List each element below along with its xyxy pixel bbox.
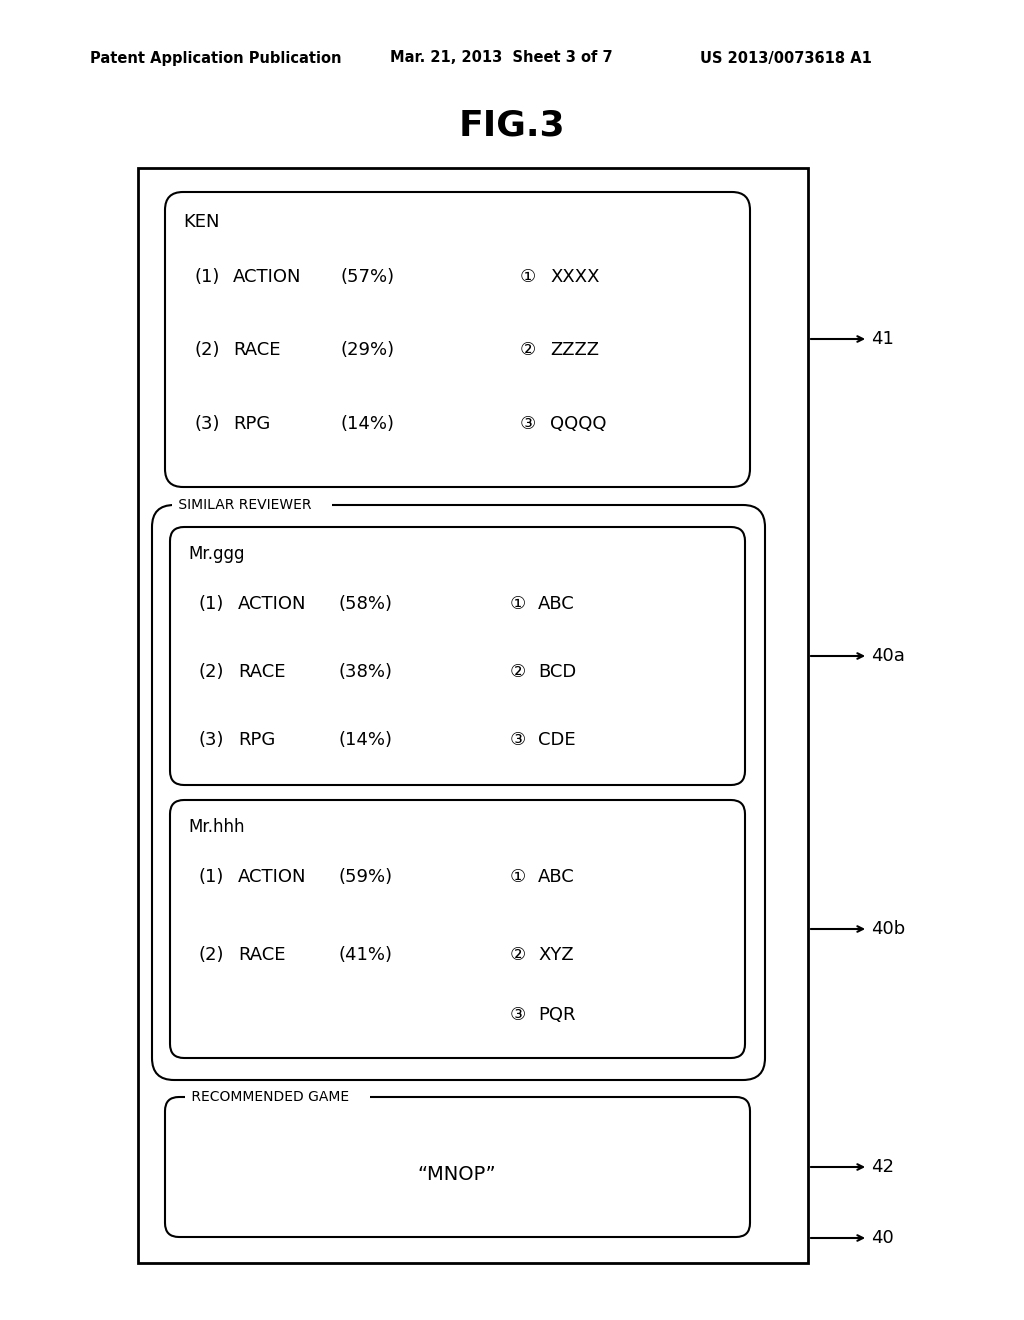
Text: ②: ②	[510, 946, 526, 964]
Text: Patent Application Publication: Patent Application Publication	[90, 50, 341, 66]
FancyBboxPatch shape	[170, 800, 745, 1059]
Text: (2): (2)	[198, 663, 223, 681]
Text: ③: ③	[510, 1006, 526, 1024]
Text: (58%): (58%)	[338, 595, 392, 612]
Text: (2): (2)	[195, 341, 220, 359]
Text: ABC: ABC	[538, 595, 574, 612]
Text: ZZZZ: ZZZZ	[550, 341, 599, 359]
Text: “MNOP”: “MNOP”	[418, 1166, 497, 1184]
Text: ②: ②	[510, 663, 526, 681]
Text: (59%): (59%)	[338, 869, 392, 886]
Bar	[172, 498, 332, 513]
Text: CDE: CDE	[538, 731, 575, 748]
Text: RACE: RACE	[233, 341, 281, 359]
Text: (14%): (14%)	[340, 414, 394, 433]
Text: 40b: 40b	[871, 920, 905, 939]
Text: RACE: RACE	[238, 946, 286, 964]
Text: XXXX: XXXX	[550, 268, 599, 286]
Text: 42: 42	[871, 1158, 894, 1176]
Text: US 2013/0073618 A1: US 2013/0073618 A1	[700, 50, 871, 66]
FancyBboxPatch shape	[165, 191, 750, 487]
Text: (29%): (29%)	[340, 341, 394, 359]
Text: (1): (1)	[198, 869, 223, 886]
Text: (41%): (41%)	[338, 946, 392, 964]
FancyBboxPatch shape	[165, 1097, 750, 1237]
FancyBboxPatch shape	[170, 527, 745, 785]
Text: (1): (1)	[198, 595, 223, 612]
Text: ACTION: ACTION	[233, 268, 301, 286]
Text: Mr.hhh: Mr.hhh	[188, 818, 245, 836]
Text: (38%): (38%)	[338, 663, 392, 681]
Text: RPG: RPG	[238, 731, 275, 748]
Text: SIMILAR REVIEWER: SIMILAR REVIEWER	[174, 498, 315, 512]
Text: 40: 40	[871, 1229, 894, 1247]
Text: (3): (3)	[195, 414, 220, 433]
Text: (57%): (57%)	[340, 268, 394, 286]
Text: ②: ②	[520, 341, 537, 359]
Text: 40a: 40a	[871, 647, 905, 665]
Text: PQR: PQR	[538, 1006, 575, 1024]
Text: QQQQ: QQQQ	[550, 414, 606, 433]
Text: ①: ①	[520, 268, 537, 286]
Text: KEN: KEN	[183, 213, 219, 231]
Text: FIG.3: FIG.3	[459, 108, 565, 143]
Text: ABC: ABC	[538, 869, 574, 886]
Text: Mar. 21, 2013  Sheet 3 of 7: Mar. 21, 2013 Sheet 3 of 7	[390, 50, 612, 66]
Text: ACTION: ACTION	[238, 869, 306, 886]
Text: (2): (2)	[198, 946, 223, 964]
Text: ①: ①	[510, 869, 526, 886]
Text: ③: ③	[510, 731, 526, 748]
Text: BCD: BCD	[538, 663, 577, 681]
Text: RACE: RACE	[238, 663, 286, 681]
Text: Mr.ggg: Mr.ggg	[188, 545, 245, 564]
Text: XYZ: XYZ	[538, 946, 573, 964]
Text: 41: 41	[871, 330, 894, 348]
Text: (1): (1)	[195, 268, 220, 286]
FancyBboxPatch shape	[152, 506, 765, 1080]
Bar	[138, 168, 808, 1263]
Text: (3): (3)	[198, 731, 223, 748]
Text: RECOMMENDED GAME: RECOMMENDED GAME	[187, 1090, 353, 1104]
Text: ACTION: ACTION	[238, 595, 306, 612]
Text: RPG: RPG	[233, 414, 270, 433]
Text: ③: ③	[520, 414, 537, 433]
Bar	[185, 1089, 370, 1105]
Text: ①: ①	[510, 595, 526, 612]
Text: (14%): (14%)	[338, 731, 392, 748]
